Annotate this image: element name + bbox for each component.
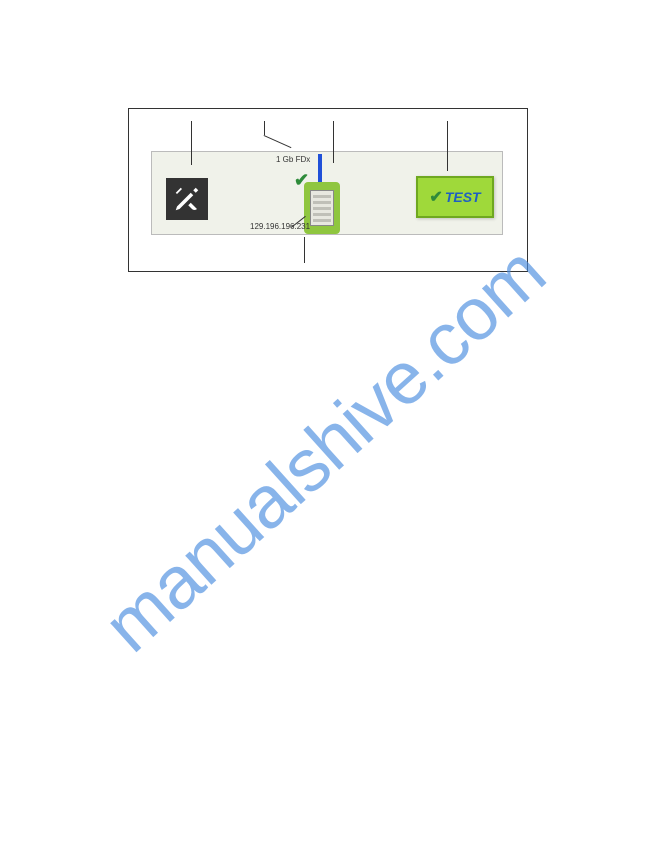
tools-button[interactable] bbox=[166, 178, 208, 220]
callout-line bbox=[447, 121, 448, 171]
wrench-pencil-icon bbox=[172, 184, 202, 214]
ip-address-label: 129.196.196.231 bbox=[250, 222, 310, 231]
test-button[interactable]: ✔ TEST bbox=[416, 176, 494, 218]
callout-line bbox=[333, 121, 334, 163]
callout-line bbox=[304, 237, 305, 263]
callout-line bbox=[191, 121, 192, 165]
test-button-label: TEST bbox=[445, 189, 481, 205]
ui-screenshot-panel: 1 Gb FDx ✔ 129.196.196.231 ✔ TEST bbox=[151, 151, 503, 235]
connection-speed-label: 1 Gb FDx bbox=[276, 155, 310, 164]
figure-frame: 1 Gb FDx ✔ 129.196.196.231 ✔ TEST bbox=[128, 108, 528, 272]
watermark-text: manualshive.com bbox=[87, 230, 561, 668]
callout-line bbox=[264, 121, 265, 135]
checkmark-icon: ✔ bbox=[429, 187, 442, 207]
callout-line bbox=[264, 135, 292, 148]
